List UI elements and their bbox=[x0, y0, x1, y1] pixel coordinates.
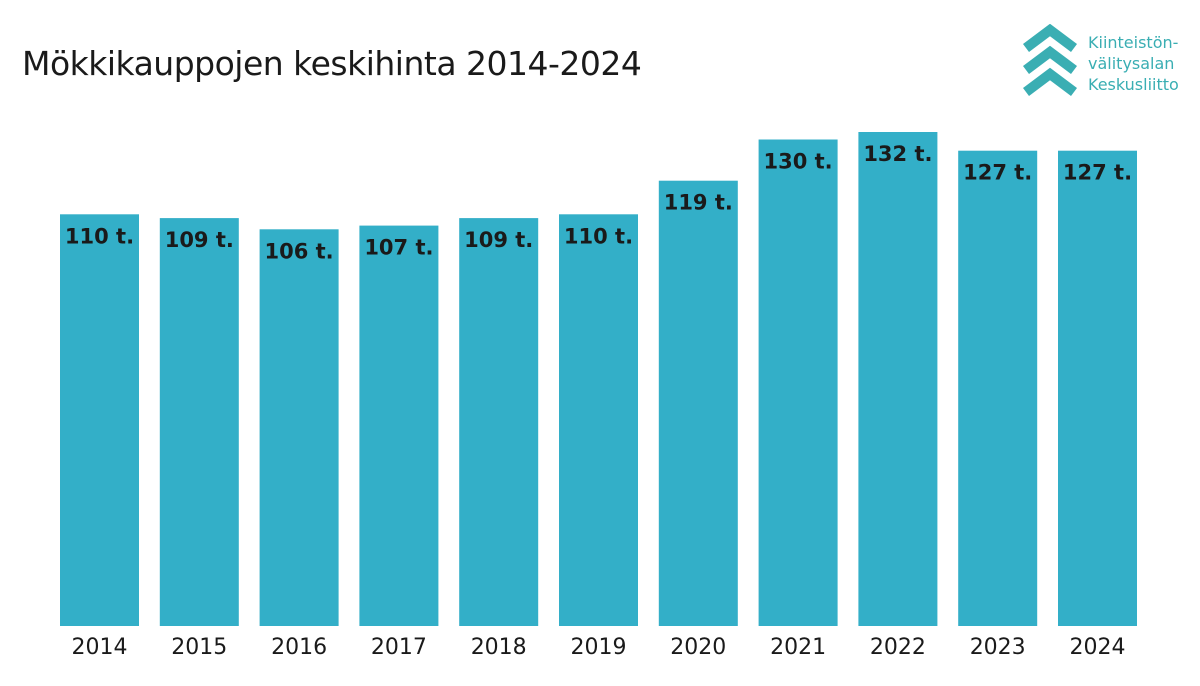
bar-2016 bbox=[259, 229, 339, 627]
logo-line-2: välitysalan bbox=[1088, 54, 1175, 73]
data-label-2022: 132 t. bbox=[863, 142, 932, 166]
data-label-2023: 127 t. bbox=[963, 161, 1032, 185]
x-tick-2015: 2015 bbox=[171, 635, 227, 660]
data-label-2018: 109 t. bbox=[464, 228, 533, 252]
x-tick-2020: 2020 bbox=[670, 635, 726, 660]
x-tick-2014: 2014 bbox=[72, 635, 128, 660]
x-tick-2016: 2016 bbox=[271, 635, 327, 660]
bar-2017 bbox=[359, 225, 439, 626]
data-label-2020: 119 t. bbox=[664, 191, 733, 215]
bar-2014 bbox=[60, 214, 139, 627]
chart-title: Mökkikauppojen keskihinta 2014-2024 bbox=[22, 44, 642, 83]
bar-2020 bbox=[658, 180, 738, 626]
chevrons-up-icon bbox=[1023, 24, 1077, 96]
x-tick-2024: 2024 bbox=[1070, 635, 1126, 660]
data-label-2014: 110 t. bbox=[65, 224, 134, 248]
bar-2018 bbox=[459, 218, 539, 626]
bar-2021 bbox=[758, 139, 838, 626]
x-tick-2019: 2019 bbox=[571, 635, 627, 660]
bar-2022 bbox=[858, 132, 938, 626]
data-label-2017: 107 t. bbox=[364, 236, 433, 260]
logo-line-1: Kiinteistön- bbox=[1088, 33, 1179, 52]
logo: Kiinteistön- välitysalan Keskusliitto bbox=[1020, 24, 1190, 104]
bar-2023 bbox=[958, 150, 1038, 626]
bar-2019 bbox=[559, 214, 638, 627]
x-tick-2021: 2021 bbox=[770, 635, 826, 660]
data-label-2024: 127 t. bbox=[1063, 161, 1132, 185]
bar-2024 bbox=[1058, 150, 1137, 626]
data-label-2019: 110 t. bbox=[564, 224, 633, 248]
data-label-2021: 130 t. bbox=[764, 150, 833, 174]
data-label-2015: 109 t. bbox=[165, 228, 234, 252]
bar-2015 bbox=[159, 218, 239, 626]
x-tick-2017: 2017 bbox=[371, 635, 427, 660]
x-tick-2022: 2022 bbox=[870, 635, 926, 660]
logo-text: Kiinteistön- välitysalan Keskusliitto bbox=[1088, 32, 1179, 95]
data-label-2016: 106 t. bbox=[265, 239, 334, 263]
x-tick-2023: 2023 bbox=[970, 635, 1026, 660]
logo-line-3: Keskusliitto bbox=[1088, 75, 1179, 94]
x-tick-2018: 2018 bbox=[471, 635, 527, 660]
